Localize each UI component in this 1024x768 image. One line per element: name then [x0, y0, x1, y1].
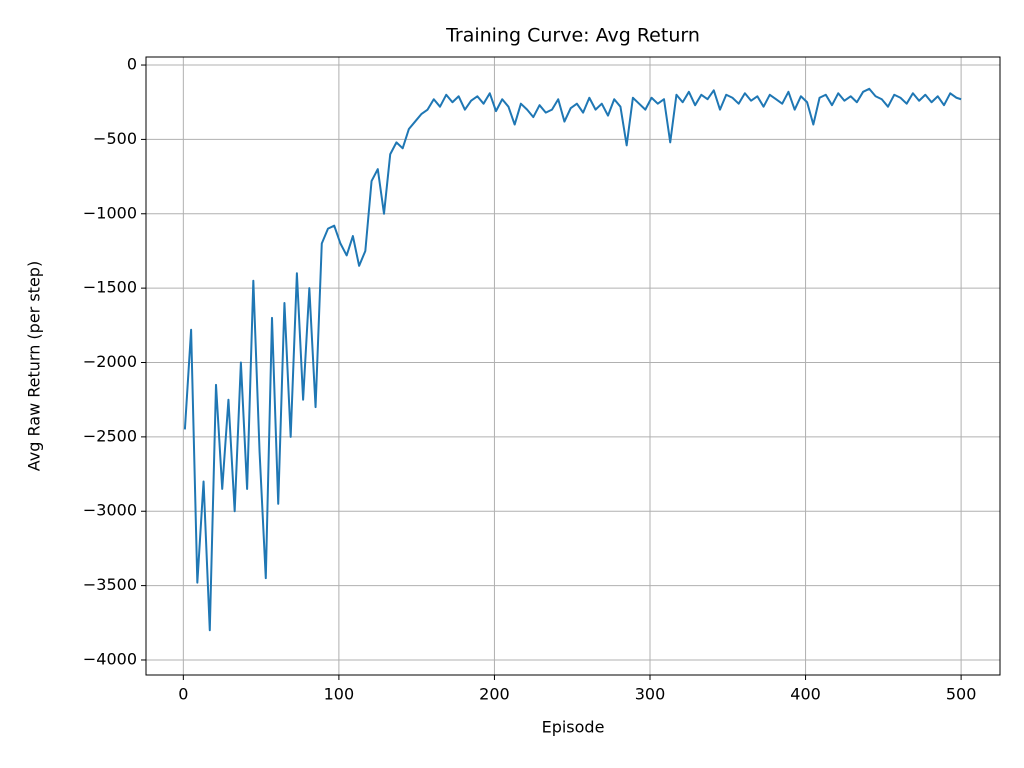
y-tick-label: −1500 — [83, 278, 137, 297]
x-tick-label: 400 — [790, 685, 821, 704]
y-tick-label: −4000 — [83, 649, 137, 668]
y-tick-label: −3500 — [83, 575, 137, 594]
x-tick-label: 200 — [479, 685, 510, 704]
y-tick-label: −500 — [93, 129, 137, 148]
data-line — [183, 87, 962, 632]
x-axis-label: Episode — [542, 718, 605, 737]
y-tick-label: −3000 — [83, 501, 137, 520]
y-tick-label: 0 — [127, 55, 137, 74]
y-tick-label: −2000 — [83, 352, 137, 371]
chart-title: Training Curve: Avg Return — [445, 25, 700, 47]
x-tick-label: 500 — [946, 685, 977, 704]
x-tick-label: 0 — [178, 685, 188, 704]
plot-frame — [145, 56, 1001, 676]
x-tick-label: 300 — [635, 685, 666, 704]
x-tick-label: 100 — [324, 685, 355, 704]
y-tick-label: −2500 — [83, 426, 137, 445]
y-axis-label: Avg Raw Return (per step) — [25, 261, 44, 471]
y-tick-label: −1000 — [83, 203, 137, 222]
